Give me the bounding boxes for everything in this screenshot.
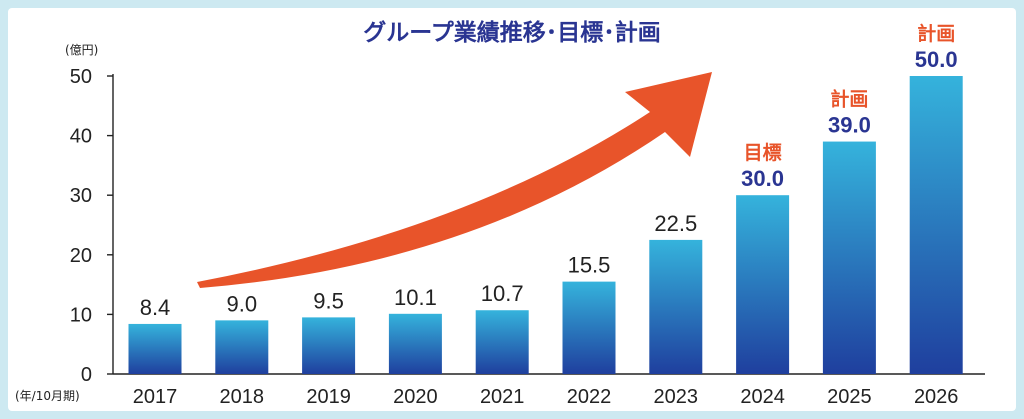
y-tick-label: 40 <box>70 126 92 148</box>
x-tick-label-2024: 2024 <box>740 386 785 408</box>
value-label-2025: 39.0 <box>828 113 871 138</box>
y-tick-label: 30 <box>70 185 92 207</box>
x-tick-label-2017: 2017 <box>133 386 178 408</box>
y-axis-unit: (億円) <box>65 43 98 57</box>
bar-2021 <box>475 310 529 374</box>
x-tick-label-2022: 2022 <box>567 386 612 408</box>
value-label-2018: 9.0 <box>227 291 258 316</box>
bar-2025 <box>822 141 876 374</box>
x-tick-label-2019: 2019 <box>306 386 351 408</box>
chart-title: グループ業績推移･目標･計画 <box>363 19 661 46</box>
bar-2024 <box>736 195 790 374</box>
bar-2017 <box>128 323 182 374</box>
growth-arrow <box>197 72 712 288</box>
bar-2023 <box>649 239 703 374</box>
value-label-2022: 15.5 <box>568 253 611 278</box>
annotation-2024: 目標 <box>744 141 782 164</box>
bar-2019 <box>302 317 356 374</box>
bar-2020 <box>388 313 442 374</box>
bar-2026 <box>909 76 963 374</box>
value-label-2023: 22.5 <box>654 211 697 236</box>
annotation-2025: 計画 <box>830 88 868 111</box>
y-tick-label: 50 <box>70 66 92 88</box>
x-tick-label-2023: 2023 <box>654 386 699 408</box>
x-tick-label-2021: 2021 <box>480 386 525 408</box>
x-axis-unit: (年/10月期) <box>15 389 80 403</box>
bar-2018 <box>215 320 269 374</box>
x-tick-label-2025: 2025 <box>827 386 872 408</box>
value-label-2021: 10.7 <box>481 281 524 306</box>
value-label-2024: 30.0 <box>741 166 784 191</box>
bar-2022 <box>562 281 616 374</box>
value-label-2026: 50.0 <box>915 47 958 72</box>
x-tick-label-2020: 2020 <box>393 386 438 408</box>
y-tick-label: 0 <box>81 364 92 386</box>
y-tick-label: 20 <box>70 245 92 267</box>
y-tick-label: 10 <box>70 304 92 326</box>
annotation-2026: 計画 <box>917 22 955 45</box>
x-tick-label-2018: 2018 <box>220 386 265 408</box>
value-label-2020: 10.1 <box>394 285 437 310</box>
x-tick-label-2026: 2026 <box>914 386 959 408</box>
value-label-2017: 8.4 <box>140 295 171 320</box>
value-label-2019: 9.5 <box>313 288 344 313</box>
